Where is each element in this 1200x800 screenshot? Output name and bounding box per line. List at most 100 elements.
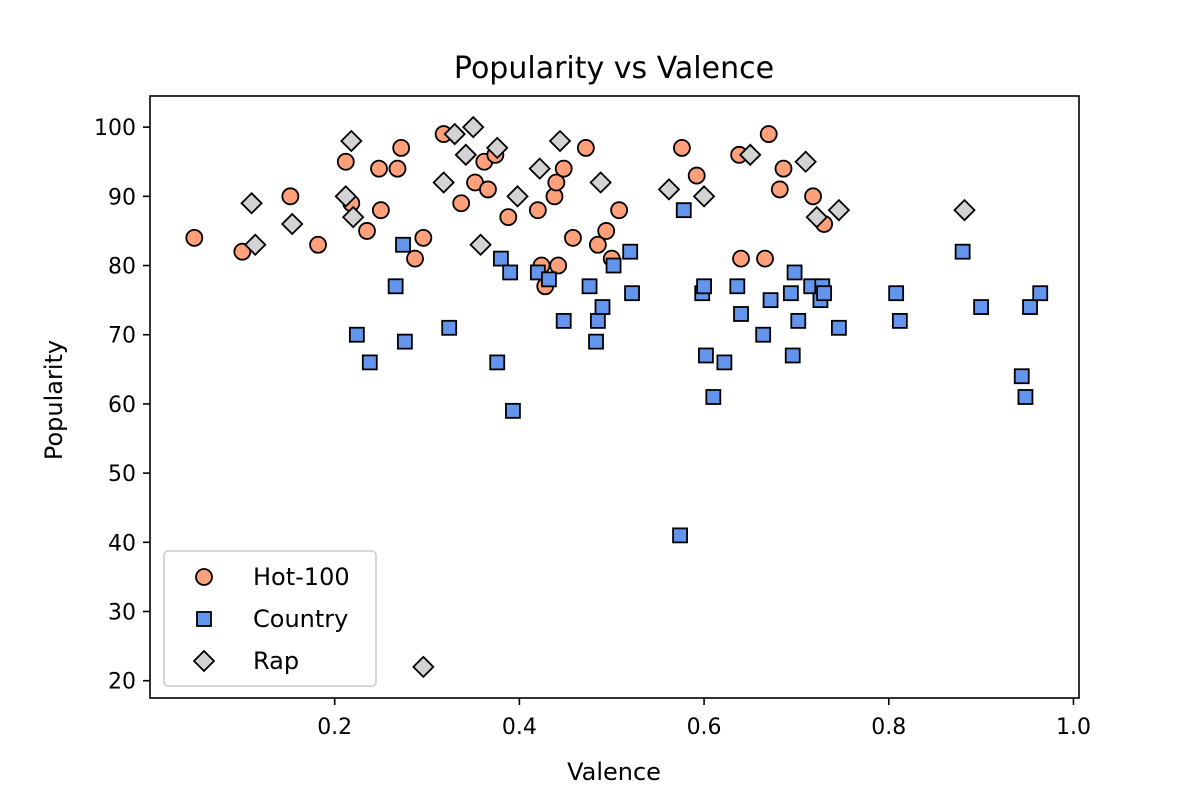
y-tick-label: 80: [108, 255, 136, 280]
data-point: [973, 299, 990, 315]
data-point: [594, 299, 611, 315]
data-point: [624, 285, 640, 302]
data-point: [698, 347, 714, 364]
data-point: [240, 191, 263, 215]
data-point: [759, 125, 778, 143]
x-tick-label: 0.2: [317, 715, 352, 740]
data-point: [597, 222, 616, 240]
series-rap: [240, 115, 976, 679]
legend-marker: [195, 568, 213, 586]
data-point: [454, 143, 478, 167]
data-point: [443, 122, 467, 146]
data-point: [395, 236, 411, 253]
data-point: [469, 233, 492, 257]
x-tick-label: 0.4: [502, 715, 537, 740]
chart-title: Popularity vs Valence: [454, 51, 774, 86]
data-point: [548, 129, 572, 153]
data-point: [541, 271, 557, 288]
data-point: [493, 250, 509, 267]
data-point: [805, 205, 829, 229]
data-point: [387, 278, 404, 295]
x-axis-label: Valence: [567, 758, 661, 786]
data-point: [831, 319, 847, 336]
legend: Hot-100 Country Rap: [163, 550, 377, 687]
data-point: [804, 187, 822, 206]
data-point: [589, 171, 612, 194]
data-point: [687, 166, 706, 185]
data-point: [827, 198, 851, 222]
data-point: [388, 159, 407, 178]
data-point: [341, 205, 365, 229]
data-point: [716, 354, 733, 371]
series-hot-100: [185, 125, 834, 296]
y-tick-label: 50: [108, 462, 136, 487]
plot-marks: [185, 115, 1049, 679]
data-point: [794, 150, 817, 174]
data-point: [762, 292, 779, 309]
data-point: [705, 389, 722, 405]
data-point: [334, 185, 358, 208]
y-tick-label: 70: [108, 324, 136, 349]
data-point: [370, 159, 388, 178]
data-point: [479, 180, 497, 199]
legend-marker: [192, 649, 216, 673]
plot-frame: [149, 95, 1080, 699]
data-point: [733, 306, 749, 322]
data-point: [461, 115, 485, 139]
data-point: [605, 257, 622, 274]
y-tick-label: 60: [108, 393, 136, 418]
x-tick-label: 1.0: [1056, 715, 1091, 740]
data-point: [396, 333, 413, 350]
data-point: [675, 202, 692, 219]
y-axis-label: Popularity: [40, 340, 68, 460]
data-point: [185, 228, 204, 247]
data-point: [441, 319, 458, 336]
y-tick-label: 100: [94, 116, 136, 141]
data-point: [784, 347, 801, 364]
data-point: [348, 326, 365, 343]
legend-label: Country: [253, 605, 348, 633]
data-point: [549, 256, 568, 275]
data-point: [1013, 368, 1030, 385]
data-point: [756, 249, 774, 268]
data-point: [280, 212, 304, 236]
data-point: [244, 233, 267, 257]
data-point: [547, 173, 566, 192]
data-point: [1032, 285, 1049, 302]
data-point: [432, 171, 455, 194]
data-point: [506, 185, 529, 208]
legend-box: [163, 550, 377, 687]
data-point: [554, 159, 573, 178]
data-point: [555, 312, 572, 329]
data-point: [588, 333, 604, 350]
data-point: [336, 152, 355, 171]
data-point: [485, 136, 509, 160]
data-point: [673, 138, 691, 157]
data-point: [782, 285, 799, 302]
data-point: [755, 326, 772, 343]
y-axis: 20 30 40 50 60 70 80 90 100: [94, 116, 150, 695]
data-point: [499, 208, 518, 226]
data-point: [610, 201, 629, 220]
data-point: [953, 198, 976, 222]
data-point: [361, 354, 378, 371]
y-tick-label: 90: [108, 185, 136, 210]
x-axis: 0.2 0.4 0.6 0.8 1.0: [317, 698, 1091, 740]
x-tick-label: 0.6: [687, 715, 722, 740]
x-tick-label: 0.8: [871, 715, 906, 740]
data-point: [340, 129, 363, 153]
data-point: [452, 194, 471, 213]
data-point: [576, 138, 595, 157]
data-point: [891, 312, 908, 329]
data-point: [412, 655, 435, 679]
data-point: [790, 312, 807, 329]
data-point: [489, 354, 506, 371]
data-point: [564, 228, 582, 247]
data-point: [672, 527, 688, 544]
data-point: [414, 228, 433, 247]
data-point: [657, 178, 681, 201]
legend-marker: [196, 611, 212, 627]
data-point: [528, 157, 551, 180]
data-point: [371, 201, 390, 220]
